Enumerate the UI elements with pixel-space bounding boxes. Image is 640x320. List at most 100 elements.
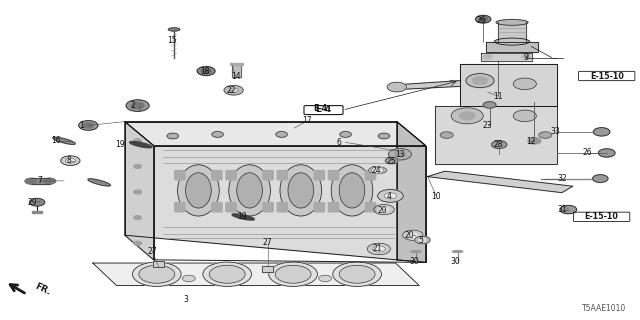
Circle shape: [339, 265, 375, 283]
Text: 6: 6: [337, 138, 342, 147]
Text: E-4: E-4: [315, 105, 332, 114]
Text: 5: 5: [419, 236, 424, 245]
Bar: [262, 266, 273, 272]
Circle shape: [451, 108, 483, 124]
Circle shape: [513, 110, 536, 122]
Text: T5AAE1010: T5AAE1010: [582, 304, 626, 313]
FancyBboxPatch shape: [314, 203, 324, 212]
FancyBboxPatch shape: [263, 171, 273, 180]
Text: E-15-10: E-15-10: [590, 72, 623, 81]
Bar: [153, 261, 164, 267]
Circle shape: [593, 128, 610, 136]
Text: 2: 2: [131, 101, 136, 110]
Ellipse shape: [411, 251, 421, 252]
FancyBboxPatch shape: [175, 203, 185, 212]
Text: 4: 4: [387, 192, 392, 201]
Circle shape: [371, 167, 384, 173]
Text: 14: 14: [230, 72, 241, 81]
Circle shape: [197, 67, 215, 76]
Circle shape: [229, 88, 238, 92]
Circle shape: [275, 265, 311, 283]
Ellipse shape: [229, 165, 271, 216]
Ellipse shape: [288, 173, 314, 208]
Ellipse shape: [52, 137, 76, 144]
Text: 32: 32: [557, 174, 567, 183]
Ellipse shape: [130, 141, 152, 148]
FancyBboxPatch shape: [175, 171, 185, 180]
Bar: [262, 266, 273, 272]
Circle shape: [340, 132, 351, 137]
Circle shape: [513, 78, 536, 90]
Circle shape: [182, 275, 195, 282]
Circle shape: [134, 190, 141, 194]
Text: 28: 28: [493, 140, 502, 149]
Circle shape: [593, 175, 608, 182]
FancyBboxPatch shape: [365, 203, 376, 212]
Text: 8: 8: [67, 156, 72, 165]
Circle shape: [378, 189, 403, 202]
FancyBboxPatch shape: [263, 203, 273, 212]
Text: 17: 17: [302, 116, 312, 125]
Circle shape: [466, 74, 494, 88]
Polygon shape: [125, 122, 397, 260]
Text: 18: 18: [200, 67, 209, 76]
Text: E-4: E-4: [313, 104, 327, 113]
Text: 30: 30: [410, 257, 420, 266]
FancyBboxPatch shape: [226, 171, 236, 180]
Ellipse shape: [494, 38, 530, 45]
Text: 29: 29: [27, 198, 37, 207]
Text: 12: 12: [527, 137, 536, 146]
Circle shape: [212, 132, 223, 137]
Circle shape: [472, 77, 488, 84]
Circle shape: [134, 164, 141, 168]
Circle shape: [440, 132, 453, 138]
Ellipse shape: [280, 165, 321, 216]
Circle shape: [134, 216, 141, 220]
Circle shape: [319, 275, 332, 282]
FancyBboxPatch shape: [314, 171, 324, 180]
Circle shape: [333, 262, 381, 286]
Circle shape: [79, 121, 98, 130]
FancyBboxPatch shape: [277, 171, 287, 180]
Polygon shape: [125, 122, 426, 146]
Polygon shape: [397, 81, 460, 90]
Circle shape: [403, 230, 423, 240]
Text: 16: 16: [51, 136, 61, 145]
Bar: [232, 65, 241, 77]
Ellipse shape: [237, 173, 262, 208]
FancyBboxPatch shape: [328, 171, 339, 180]
Circle shape: [209, 265, 245, 283]
Ellipse shape: [178, 165, 220, 216]
FancyBboxPatch shape: [226, 203, 236, 212]
Circle shape: [560, 205, 577, 214]
Circle shape: [419, 238, 426, 242]
Circle shape: [367, 243, 390, 255]
Ellipse shape: [339, 173, 365, 208]
Text: 3: 3: [183, 295, 188, 304]
Ellipse shape: [452, 251, 463, 252]
FancyBboxPatch shape: [365, 171, 376, 180]
Ellipse shape: [232, 214, 254, 220]
Text: 21: 21: [373, 244, 382, 253]
Circle shape: [132, 262, 181, 286]
Text: 9: 9: [524, 53, 529, 62]
Circle shape: [202, 69, 211, 73]
Circle shape: [385, 157, 398, 164]
Circle shape: [476, 15, 491, 23]
Circle shape: [378, 133, 390, 139]
Bar: [232, 65, 241, 77]
Text: 27: 27: [262, 238, 273, 247]
Bar: [32, 211, 42, 213]
Circle shape: [44, 178, 56, 184]
Text: 26: 26: [476, 16, 486, 25]
Bar: [230, 63, 243, 65]
Text: 1: 1: [79, 121, 84, 130]
Text: 20: 20: [404, 231, 415, 240]
Circle shape: [384, 193, 397, 199]
Circle shape: [372, 246, 385, 252]
Text: 15: 15: [166, 36, 177, 45]
Text: E-15-10: E-15-10: [585, 212, 618, 221]
Circle shape: [415, 236, 430, 244]
Circle shape: [380, 207, 388, 212]
Circle shape: [61, 156, 80, 165]
